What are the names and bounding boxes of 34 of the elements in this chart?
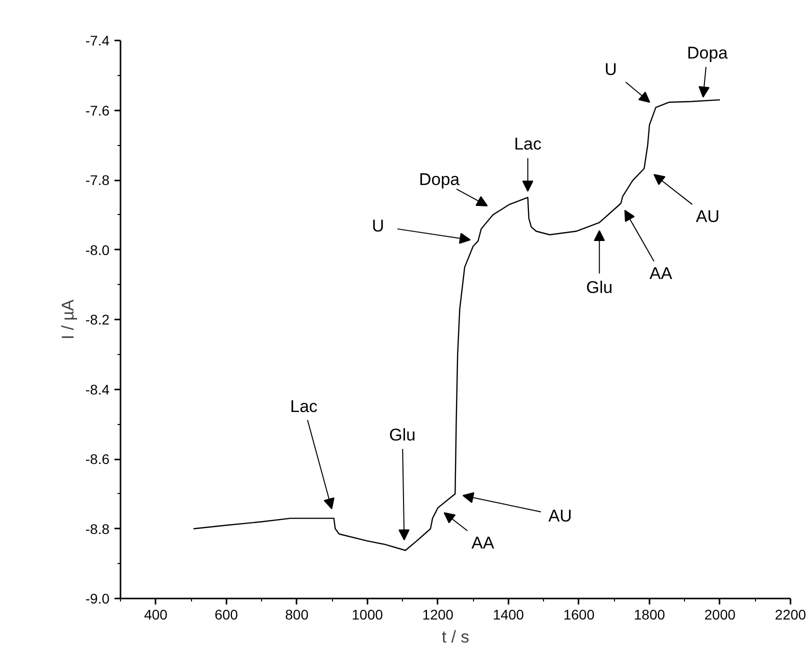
x-tick-label: 1000 <box>352 606 384 622</box>
x-tick-label: 2200 <box>774 606 806 622</box>
y-tick-label: -9.0 <box>85 590 110 606</box>
annotation: Dopa <box>418 170 460 190</box>
y-tick-label: -8.8 <box>85 520 110 537</box>
line-series <box>192 99 721 551</box>
x-tick-label: 1400 <box>492 606 524 622</box>
annotation: AU <box>696 207 720 226</box>
annotation: Lac <box>514 134 542 154</box>
annotation: AA <box>472 533 495 552</box>
x-axis-title: t / s <box>442 628 470 646</box>
y-tick-label: -8.0 <box>85 242 110 258</box>
y-tick-label: -7.8 <box>85 172 110 188</box>
y-tick-label: -7.4 <box>85 32 110 48</box>
y-tick-label: -8.6 <box>85 451 110 467</box>
annotation: Dopa <box>687 44 728 63</box>
y-tick-label: -8.4 <box>85 381 110 398</box>
x-tick-label: 400 <box>144 606 168 622</box>
y-tick-label: -7.6 <box>85 102 110 118</box>
y-tick-label: -8.2 <box>85 312 110 328</box>
annotation: AA <box>650 264 673 283</box>
x-tick-label: 800 <box>285 606 309 622</box>
y-axis-title: I / µA <box>58 298 78 340</box>
x-tick-label: 600 <box>214 606 238 622</box>
annotation: Glu <box>389 425 416 444</box>
annotation: AU <box>548 506 572 526</box>
annotation: Glu <box>586 278 613 298</box>
annotation: U <box>604 60 617 79</box>
x-tick-label: 2000 <box>704 606 736 622</box>
annotation: U <box>372 216 384 236</box>
x-tick-label: 1800 <box>634 606 666 622</box>
x-tick-label: 1200 <box>422 606 454 622</box>
annotation: Lac <box>290 397 318 416</box>
x-tick-label: 1600 <box>563 606 595 622</box>
